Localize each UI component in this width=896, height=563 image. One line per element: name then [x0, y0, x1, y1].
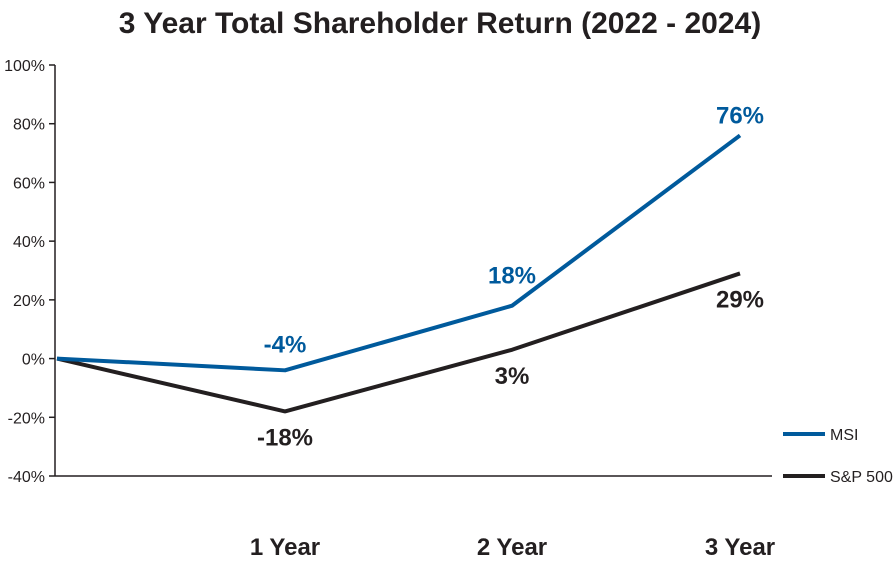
- data-label: 3%: [495, 363, 530, 390]
- y-tick-label: -20%: [8, 410, 45, 427]
- x-tick-label: 2 Year: [477, 534, 547, 561]
- legend-label: MSI: [830, 427, 858, 444]
- y-tick-label: 100%: [4, 58, 45, 75]
- data-label: -18%: [257, 424, 313, 451]
- legend-label: S&P 500: [830, 469, 893, 486]
- x-axis-ticks: 1 Year 2 Year 3 Year: [250, 534, 775, 561]
- y-tick-label: 40%: [13, 234, 45, 251]
- series-line-msi: [56, 133, 742, 373]
- y-tick-label: 0%: [22, 352, 45, 369]
- y-tick-label: 60%: [13, 175, 45, 192]
- series-line-s-p-500: [56, 271, 741, 414]
- y-tick-label: -40%: [8, 469, 45, 486]
- x-tick-label: 3 Year: [705, 534, 775, 561]
- series-lines: [56, 133, 742, 414]
- chart-title: 3 Year Total Shareholder Return (2022 - …: [119, 7, 761, 40]
- legend: MSI S&P 500: [783, 427, 893, 486]
- data-label: 76%: [716, 102, 764, 129]
- y-axis-ticks: 100% 80% 60% 40% 20% 0% -20% -40%: [4, 58, 55, 486]
- data-label: 18%: [488, 263, 536, 290]
- y-tick-label: 80%: [13, 117, 45, 134]
- data-label: 29%: [716, 286, 764, 313]
- y-tick-label: 20%: [13, 293, 45, 310]
- x-tick-label: 1 Year: [250, 534, 320, 561]
- data-labels: -4% 18% 76% -18% 3% 29%: [257, 102, 764, 451]
- data-label: -4%: [264, 331, 307, 358]
